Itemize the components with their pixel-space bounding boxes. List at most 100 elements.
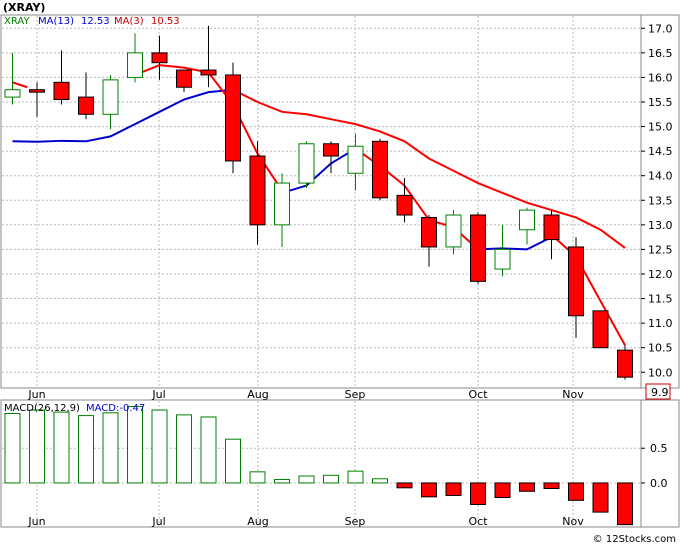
candle-body [102,79,119,115]
macd-bar [53,411,70,484]
macd-bar [617,482,633,526]
candle-body [78,96,94,115]
macd-bar [592,482,609,513]
price-tick-label: 12.0 [648,268,673,281]
price-tick-label: 15.5 [648,96,673,109]
candle-body [127,52,143,78]
macd-value-label: MACD:-0.47 [86,403,145,414]
price-axis [640,14,680,389]
macd-tick-labels: 0.5 0.0 [641,442,668,490]
x-label-macd: Sep [345,515,366,528]
candle-body [421,216,437,248]
macd-bar [200,416,217,484]
macd-bar [568,482,584,501]
candle-body [372,140,388,199]
x-label-price: Jun [27,388,45,401]
x-label-macd: Aug [247,515,268,528]
price-tick-label: 10.5 [648,342,673,355]
price-tick-label: 12.5 [648,243,673,256]
macd-bar [225,438,241,484]
macd-bar [78,415,94,484]
candle-body [274,182,290,226]
candle-body [396,194,413,216]
macd-bar [396,482,413,489]
price-tick-label: 10.0 [648,366,673,379]
price-panel [0,14,642,389]
macd-bar [176,414,192,484]
macd-bar [102,412,119,484]
ma13-line [12,88,552,251]
ma13-segment [12,88,234,143]
candle-body [151,52,168,64]
legend-ma3-label: MA(3) [114,16,144,27]
candle-body [323,143,339,157]
price-tick-label: 17.0 [648,22,673,35]
candle-body [592,310,609,349]
macd-bar [519,482,535,492]
macd-bar [127,406,143,484]
watermark: © 12Stocks.com [593,534,676,545]
x-label-macd: Jul [151,515,165,528]
macd-bar [470,482,486,505]
x-label-price: Nov [562,388,584,401]
x-label-price: Aug [247,388,268,401]
macd-tick-label: 0.0 [650,477,668,490]
candle-body [445,214,462,248]
macd-bar [298,475,315,484]
candle-body [543,214,560,241]
macd-bar [274,478,290,484]
price-tick-label: 16.5 [648,47,673,60]
macd-bar [421,482,437,498]
x-axis-labels-price: Jun Jul Aug Sep Oct Nov [27,388,584,401]
candle-body [347,145,364,174]
candle-body [298,143,315,184]
price-tick-label: 11.0 [648,317,673,330]
x-label-price: Jul [151,388,165,401]
macd-bar [151,409,168,484]
ma13-segment [281,147,357,194]
x-label-price: Oct [468,388,488,401]
price-tick-label: 14.0 [648,170,673,183]
x-label-macd: Nov [562,515,584,528]
macd-axis [640,399,680,528]
ma3-red-segment [12,81,28,89]
macd-bar [445,482,462,496]
candle-body [470,214,486,282]
macd-bar [249,471,266,484]
macd-tick-label: 0.5 [650,442,668,455]
macd-bar [323,474,339,484]
macd-bar [4,413,21,484]
price-tick-label: 16.0 [648,71,673,84]
price-tick-label: 13.0 [648,219,673,232]
macd-bars [4,406,633,526]
price-tick-label: 13.5 [648,194,673,207]
ticker-title: (XRAY) [3,1,45,14]
macd-bar [29,409,45,484]
x-label-price: Sep [345,388,366,401]
candle-body [200,69,217,76]
candle-body [617,349,633,378]
candle-body [494,248,511,270]
macd-bar [347,470,364,484]
candles [4,25,633,380]
price-tick-label: 15.0 [648,121,673,134]
candle-body [53,81,70,101]
ma3-red-segment [550,233,626,346]
macd-bar [494,482,511,499]
price-tick-labels: 17.0 16.5 16.0 15.5 15.0 14.5 14.0 13.5 13.0 12.5… [641,22,673,379]
candle-body [249,155,266,226]
macd-bar [372,478,388,484]
candle-body [519,209,535,231]
last-price-badge [645,383,671,400]
ma13-red-line [232,88,626,249]
price-tick-label: 11.5 [648,293,673,306]
macd-title: MACD(26,12,9) [4,403,80,414]
macd-bar [543,482,560,490]
legend-ma13-value: 12.53 [81,16,110,27]
candle-body [176,69,192,88]
macd-panel [0,399,642,528]
candle-body [568,246,584,317]
x-label-macd: Jun [27,515,45,528]
ma13-segment [477,236,552,251]
